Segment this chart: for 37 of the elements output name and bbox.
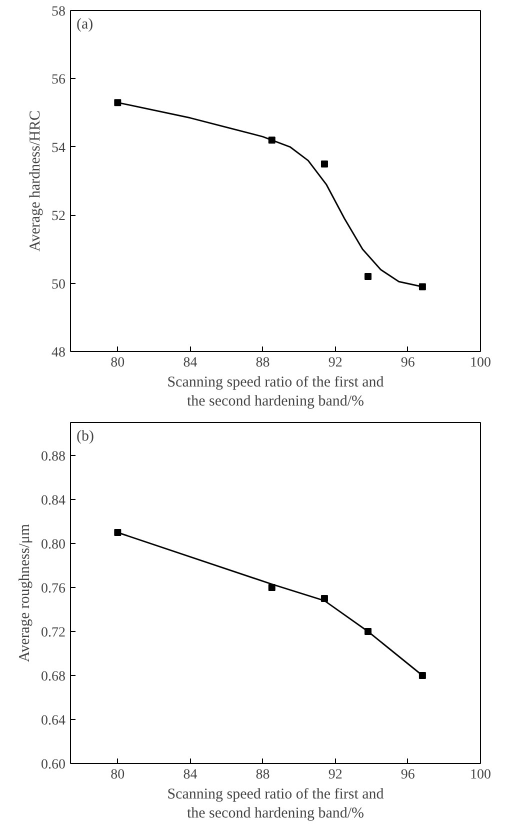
x-tick-label: 88 [256,356,270,370]
x-axis-title: Scanning speed ratio of the first and the second hardening band/% [167,786,384,822]
y-tick-label: 56 [52,72,66,88]
x-tick-label: 92 [328,768,342,782]
x-tick-label: 88 [256,768,270,782]
y-axis-title: Average hardness/HRC [28,110,44,252]
x-tick-label: 84 [183,356,198,370]
point [114,99,122,106]
y-tick-label: 0.60 [41,758,66,772]
y-tick-label: 50 [52,277,66,292]
x-tick-label: 96 [400,356,415,370]
y-tick-label: 54 [52,140,66,156]
y-tick-label: 0.64 [41,714,66,728]
x-tick-label: 96 [400,768,415,782]
y-axis-title: Average roughness/μm [17,524,33,662]
y-tick-label: 0.84 [41,494,66,508]
y-tick-label: 52 [52,209,66,224]
x-tick-label: 100 [470,768,491,782]
annotation: (b) [76,428,94,444]
x-tick-label: 92 [328,356,342,370]
point [320,160,328,168]
y-tick-label: 0.88 [41,450,66,464]
x-axis-title: Scanning speed ratio of the first and the second hardening band/% [167,374,384,410]
y-tick-label: 0.72 [41,626,66,640]
x-tick-label: 80 [110,768,125,782]
point [114,529,122,536]
y-tick-label: 0.80 [41,538,66,552]
x-tick-label: 80 [110,356,125,370]
x-tick-label: 100 [470,356,491,370]
point [418,283,426,290]
point [364,272,372,280]
y-tick-label: 0.76 [41,582,66,596]
y-tick-label: 0.68 [41,670,66,684]
y-tick-label: 48 [52,346,66,360]
x-tick-label: 84 [183,768,198,782]
annotation: (a) [76,16,94,32]
y-tick-label: 58 [52,4,66,20]
